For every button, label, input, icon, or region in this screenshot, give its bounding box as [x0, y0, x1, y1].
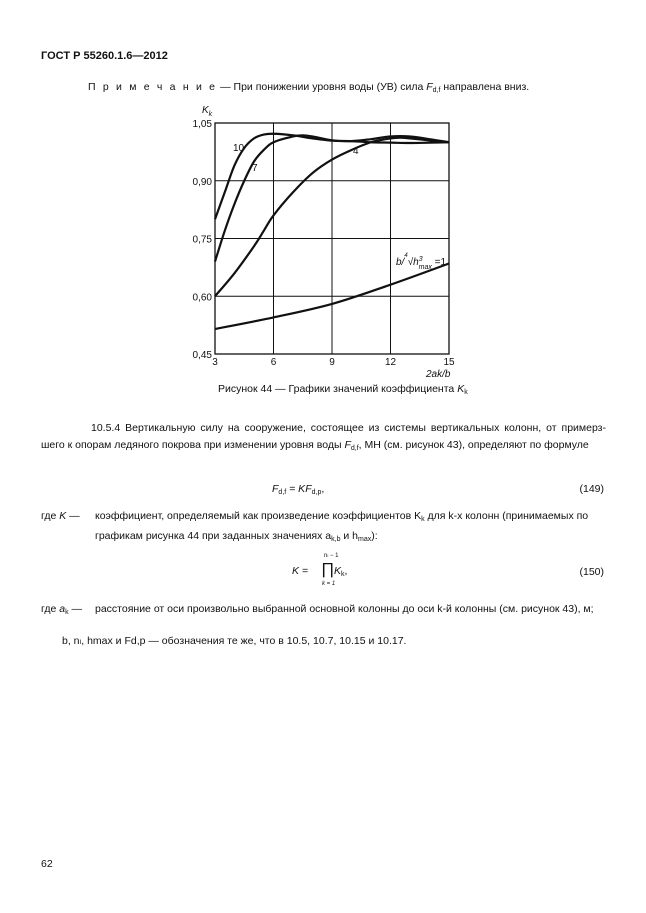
where2-sub: k [65, 609, 69, 616]
where2-symbol: a [59, 603, 66, 615]
y-tick-label: 1,05 [193, 119, 213, 130]
where-text3: и h [340, 530, 359, 542]
equation-150: K = nₗ − 1 ∏ k = 1 Kk, [292, 552, 352, 592]
where-lead: где [41, 510, 60, 522]
eq-lhs-sub: d,f [278, 489, 287, 496]
document-header: ГОСТ Р 55260.1.6—2012 [41, 50, 168, 62]
where-a-text: расстояние от оси произвольно выбранной … [95, 603, 594, 615]
equation-149: Fd,f = KFd,p, [272, 483, 324, 496]
where-text4: ): [371, 530, 378, 542]
series-label-1: b/4√h3 max =1 [396, 253, 447, 271]
x-tick-label: 9 [329, 357, 335, 368]
eq150-term: K [334, 565, 342, 577]
where-symbol: K [59, 510, 67, 522]
x-tick-label: 6 [271, 357, 277, 368]
equation-number-149: (149) [579, 483, 604, 495]
caption-symbol: K [457, 383, 465, 395]
series-label-10: 10 [233, 143, 245, 154]
y-tick-label: 0,60 [193, 292, 213, 303]
eq150-lhs: K = [292, 565, 309, 577]
para-text: 10.5.4 Вертикальную силу на сооружение, … [41, 422, 606, 451]
caption-sub: k [464, 389, 468, 396]
series-label-4: 4 [353, 146, 359, 157]
note-label: П р и м е ч а н и е [88, 81, 218, 93]
where2-lead: где [41, 603, 60, 615]
where-k-text: коэффициент, определяемый как произведен… [95, 508, 606, 548]
x-axis-label: 2ak/b [425, 369, 451, 380]
y-tick-label: 0,90 [193, 177, 213, 188]
eq150-lower: k = 1 [322, 581, 336, 587]
para-sub: d,f [350, 445, 359, 452]
eq-rhs: F [305, 483, 312, 495]
x-tick-label: 3 [212, 357, 218, 368]
series-line-0 [213, 132, 450, 220]
eq-rhs-sub: d,p [311, 489, 322, 496]
eq150-tail: , [344, 565, 348, 577]
series-line-3 [214, 262, 450, 331]
chart: 3 6 9 12 150,450,600,750,901,05 Kk 2ak/b 10 … [193, 105, 455, 380]
series-line-2 [214, 136, 450, 297]
where-a-lead: где ak — [41, 603, 82, 616]
where-sub2: k,b [331, 536, 341, 543]
figure-caption: Рисунок 44 — Графики значений коэффициен… [218, 383, 468, 396]
x-tick-label: 15 [443, 357, 455, 368]
eq150-term-sub: k [341, 571, 345, 578]
where-text2: для k-х колонн (принимаемых по графикам … [95, 510, 589, 542]
note: П р и м е ч а н и е — При понижении уров… [88, 81, 529, 94]
series-label-7: 7 [252, 163, 258, 174]
where-notation: b, nₗ, hmax и Fd,p — обозначения те же, … [62, 635, 407, 647]
note-text-end: направлена вниз. [440, 81, 530, 93]
eq150-upper: nₗ − 1 [324, 553, 339, 559]
eq-mid: = K [286, 483, 306, 495]
y-tick-label: 0,45 [193, 350, 213, 361]
caption-text: Рисунок 44 — Графики значений коэффициен… [218, 383, 458, 395]
y-axis-label: Kk [202, 105, 213, 118]
note-symbol: F [426, 81, 433, 93]
page-number: 62 [41, 858, 53, 870]
note-text: — При понижении уровня воды (УВ) сила [217, 81, 427, 93]
series-line-1 [213, 134, 450, 262]
where-k-lead: где K — [41, 510, 80, 522]
paragraph-10-5-4: 10.5.4 Вертикальную силу на сооружение, … [41, 420, 606, 457]
where-sub: k [421, 516, 425, 523]
where-sub3: max [358, 536, 372, 543]
eq-tail: , [321, 483, 325, 495]
y-tick-label: 0,75 [193, 235, 213, 246]
where-dash: — [66, 510, 80, 522]
eq-lhs: F [272, 483, 279, 495]
where2-dash: — [68, 603, 83, 615]
x-tick-label: 12 [385, 357, 397, 368]
note-sub: d,f [432, 87, 441, 94]
para-text-end: , МН (см. рисунок 43), определяют по фор… [358, 439, 589, 451]
product-symbol: ∏ [321, 561, 335, 578]
where-text: коэффициент, определяемый как произведен… [95, 510, 422, 522]
para-symbol: F [344, 439, 351, 451]
equation-number-150: (150) [579, 566, 604, 578]
